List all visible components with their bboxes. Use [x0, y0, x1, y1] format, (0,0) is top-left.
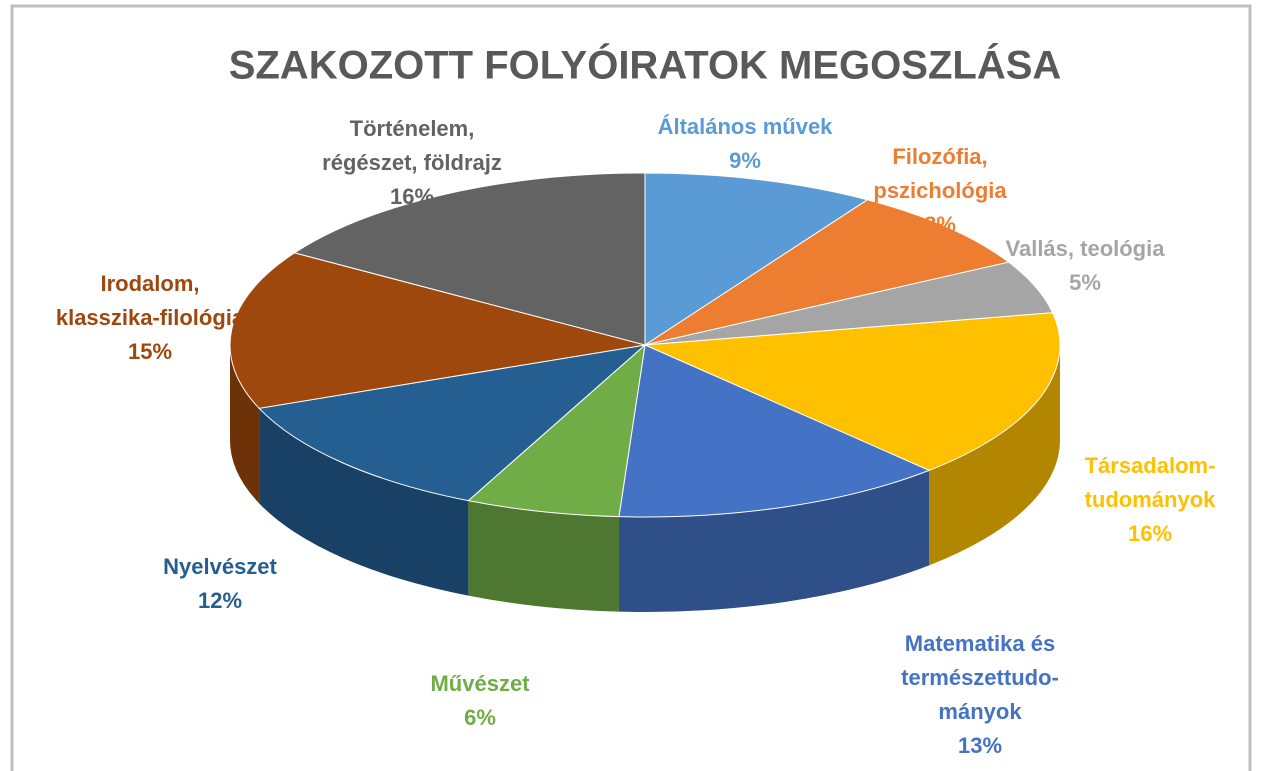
slice-side-shade	[259, 408, 469, 596]
slice	[644, 172, 869, 346]
slice-side-shade	[230, 345, 260, 504]
slice	[644, 199, 1010, 346]
slice-side-shade	[618, 470, 930, 612]
slice-label: Történelem, régészet, földrajz	[322, 116, 502, 175]
slice-side	[618, 470, 930, 612]
slice-label: Filozófia, pszichológia	[873, 144, 1007, 203]
slice-value-label: 16%	[390, 184, 434, 209]
slice	[467, 343, 646, 518]
pie-sides	[230, 345, 1060, 612]
slice	[258, 344, 647, 502]
slice-side-shade	[468, 500, 619, 612]
slice-label: Általános művek	[658, 114, 834, 139]
slice-label: Matematika és természettudo-mányok	[901, 631, 1059, 724]
slice-side	[929, 345, 1060, 566]
slice-label: Irodalom, klasszika-filológia	[56, 271, 245, 330]
slice-value-label: 13%	[958, 733, 1002, 758]
slice-value-label: 12%	[198, 588, 242, 613]
slice-value-label: 5%	[1069, 270, 1101, 295]
slice-label: Művészet	[430, 671, 530, 696]
slice-side	[259, 408, 469, 596]
slice-value-label: 16%	[1128, 521, 1172, 546]
slice-label: Társadalom-tudományok	[1085, 453, 1217, 512]
slice	[293, 172, 646, 346]
pie-tops	[229, 172, 1061, 518]
slice-side	[230, 345, 260, 504]
slice-label: Nyelvészet	[163, 554, 277, 579]
slice	[229, 252, 646, 409]
slice-value-label: 9%	[729, 148, 761, 173]
slice-label: Vallás, teológia	[1006, 236, 1166, 261]
chart-frame	[10, 4, 1252, 771]
slice-value-label: 8%	[924, 212, 956, 237]
slice-value-label: 15%	[128, 339, 172, 364]
slice-side-shade	[929, 345, 1060, 566]
chart-title: SZAKOZOTT FOLYÓIRATOK MEGOSZLÁSA	[229, 42, 1062, 88]
slice-value-label: 6%	[464, 705, 496, 730]
slice	[618, 344, 931, 518]
slice-side	[468, 500, 619, 612]
slice	[644, 312, 1061, 471]
